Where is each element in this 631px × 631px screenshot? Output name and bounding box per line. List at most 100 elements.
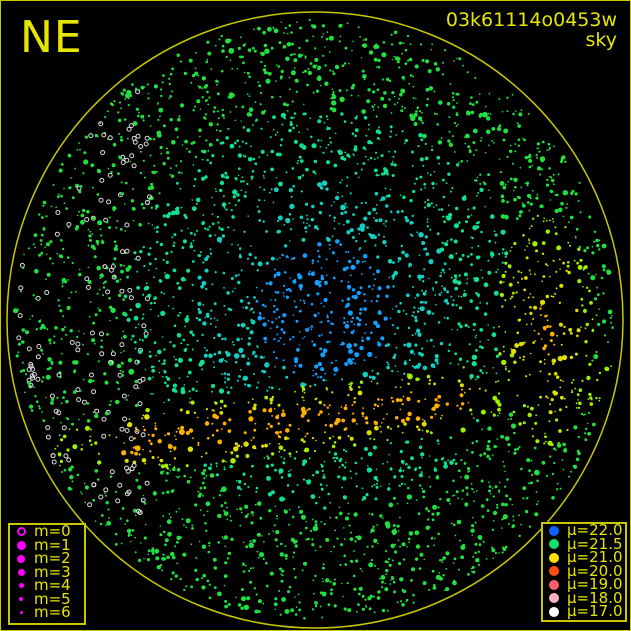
star-mark [404,216,408,220]
star-mark [577,435,580,439]
star-mark [299,509,304,514]
star-mark [191,387,195,391]
star-mark [52,184,55,186]
brightness-legend: μ=22.0 μ=21.5 μ=21.0 μ=20.0 μ=19.0 μ=18.0 μ=17… [541,522,627,622]
star-mark [325,387,328,390]
star-mark [244,514,248,519]
star-mark [80,213,85,218]
star-mark [397,309,401,314]
star-mark [75,341,81,347]
star-mark [265,561,268,565]
star-mark [399,408,402,411]
star-mark [199,509,202,512]
star-mark [596,378,599,382]
star-mark [526,458,531,463]
star-mark [115,490,118,493]
star-mark [191,260,195,263]
star-mark [528,373,531,376]
star-mark [451,522,453,525]
star-mark [216,236,223,243]
star-mark [278,316,281,319]
star-mark [388,79,392,82]
star-mark [230,537,234,541]
star-mark [36,400,39,404]
star-mark [549,403,551,406]
star-mark [78,190,82,194]
star-mark [562,380,564,382]
star-mark [222,195,225,198]
star-mark [71,196,75,200]
star-mark [328,243,331,246]
star-mark [304,55,307,58]
star-mark [511,162,514,165]
star-mark [230,209,233,212]
star-mark [108,403,112,406]
star-mark [269,397,274,402]
star-mark [565,405,568,409]
star-mark [445,402,449,406]
star-mark [522,137,525,140]
star-mark [174,363,179,368]
star-mark [534,421,538,425]
star-mark [166,384,170,388]
star-mark [412,286,415,288]
star-mark [337,191,339,194]
star-mark [390,33,393,36]
star-mark [443,316,446,319]
star-mark [348,349,353,354]
star-mark [481,346,484,350]
star-mark [216,92,220,96]
star-mark [388,557,391,561]
star-mark [313,159,318,164]
star-mark [283,244,288,248]
star-mark [402,42,405,45]
star-mark [165,260,169,264]
star-mark [246,596,251,601]
star-mark [421,289,423,292]
star-mark [444,49,447,52]
star-mark [34,395,37,398]
star-mark [195,202,198,205]
star-mark [424,187,426,189]
star-mark [430,415,434,419]
star-mark [333,366,339,372]
star-mark [417,145,420,148]
magnitude-label: m=6 [34,603,71,622]
star-mark [238,167,241,170]
star-mark [341,486,343,489]
star-mark [567,270,571,275]
star-mark [138,472,141,475]
star-mark [355,316,359,320]
star-mark [67,226,70,229]
star-mark [418,254,421,256]
star-mark [63,453,69,459]
star-mark [317,119,322,124]
star-mark [489,197,492,199]
star-mark [130,534,133,537]
star-mark [510,423,517,429]
star-mark [277,403,281,407]
star-mark [296,403,299,406]
star-mark [351,236,355,239]
star-mark [97,478,100,481]
star-mark [134,347,137,350]
star-mark [151,552,155,555]
star-mark [168,82,171,86]
star-mark [552,183,555,186]
star-mark [246,361,251,366]
star-mark [581,304,584,307]
star-mark [221,428,223,430]
star-mark [492,520,495,522]
star-mark [42,227,46,231]
star-mark [212,361,215,363]
star-mark [396,524,400,528]
star-mark [230,386,233,389]
star-mark [216,123,219,126]
star-mark [172,307,175,310]
star-mark [391,174,395,177]
star-mark [121,337,123,339]
star-mark [414,315,418,319]
star-mark [262,68,267,72]
star-mark [439,417,442,420]
